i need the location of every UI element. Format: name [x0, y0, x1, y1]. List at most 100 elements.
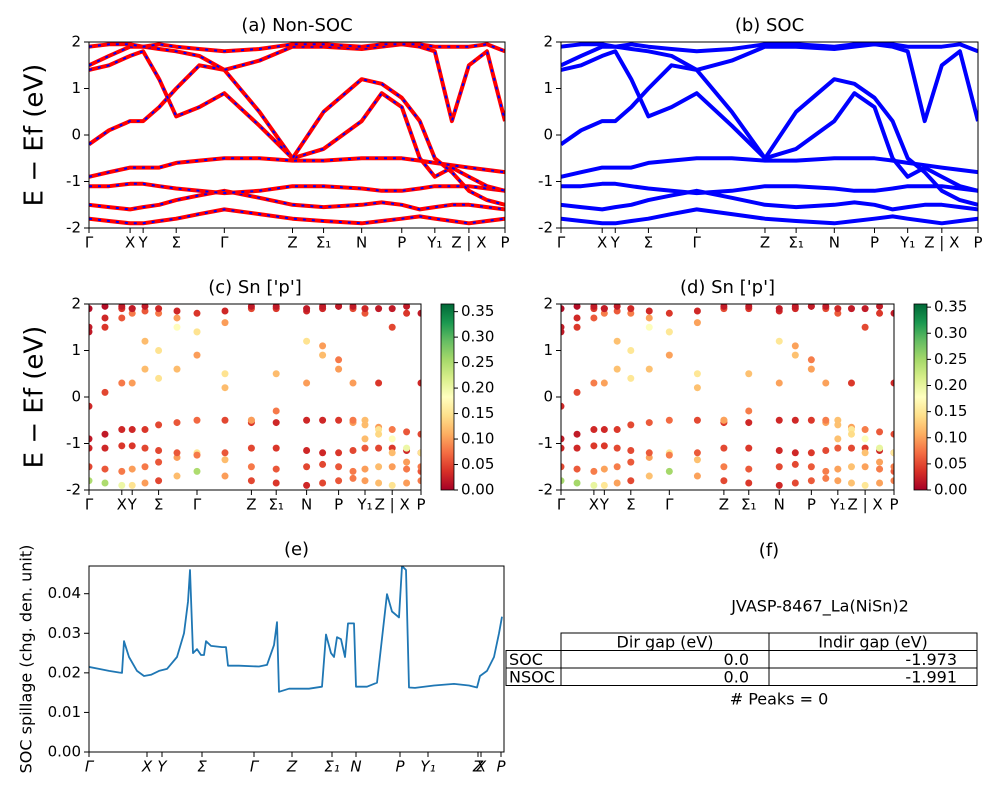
weight-point — [693, 370, 701, 378]
weight-point — [791, 342, 799, 350]
weight-point — [847, 479, 855, 487]
y-axis-label: E − Ef (eV) — [20, 326, 50, 469]
table-caption: JVASP-8467_La(NiSn)2 — [730, 597, 909, 617]
weight-point — [775, 305, 783, 313]
weight-point — [193, 416, 201, 424]
weight-point — [173, 472, 181, 480]
weight-point — [573, 444, 581, 452]
weight-point — [128, 465, 136, 473]
weight-point — [720, 463, 728, 471]
weight-point — [561, 323, 565, 331]
y-axis-label: E − Ef (eV) — [20, 64, 50, 207]
x-tick-label: Σ — [154, 496, 163, 514]
band-line — [561, 181, 978, 196]
weight-point — [590, 314, 598, 322]
weight-point — [272, 419, 280, 427]
y-tick-label: 2 — [71, 295, 81, 313]
x-tick-label: Σ₁ — [741, 496, 757, 514]
x-tick-label: Z | X — [451, 234, 486, 252]
axes-frame — [88, 565, 505, 753]
x-tick-label: Z | X — [848, 496, 883, 514]
weight-point — [155, 374, 163, 382]
weight-point — [693, 307, 701, 315]
colorbar — [440, 303, 455, 491]
weight-point — [247, 463, 255, 471]
weight-point — [388, 435, 396, 443]
weight-point — [693, 456, 701, 464]
column-header: Dir gap (eV) — [617, 632, 714, 651]
x-tick-label: X — [125, 234, 135, 252]
band-dash — [89, 182, 505, 195]
plot-area — [561, 42, 978, 226]
weight-point — [613, 444, 621, 452]
weight-point — [375, 379, 383, 387]
weight-point — [645, 449, 653, 457]
colorbar-tick-label: 0.15 — [934, 402, 967, 420]
weight-point — [272, 370, 280, 378]
weight-point — [221, 384, 229, 392]
weight-point — [847, 305, 855, 313]
weight-point — [141, 463, 149, 471]
weight-point — [600, 465, 608, 473]
weight-point — [627, 347, 635, 354]
axes-frame — [560, 41, 979, 229]
x-tick-label: X — [117, 496, 127, 514]
weight-point — [590, 426, 598, 434]
weight-point — [128, 442, 136, 450]
y-tick-label: -2 — [66, 481, 81, 499]
weight-point — [600, 305, 608, 313]
weight-point — [665, 309, 673, 317]
colorbar-tick-label: 0.35 — [934, 298, 967, 316]
weight-point — [775, 379, 783, 387]
weight-point — [193, 451, 201, 459]
weight-point — [335, 463, 343, 471]
weight-point — [876, 304, 884, 310]
weight-point — [890, 309, 894, 317]
weight-point — [645, 323, 653, 331]
weight-point — [388, 426, 396, 434]
weight-point — [627, 477, 635, 485]
y-tick-label: 2 — [543, 33, 553, 51]
weight-point — [155, 421, 163, 429]
weight-point — [561, 435, 565, 443]
weight-point — [403, 304, 411, 310]
weight-point — [349, 379, 357, 387]
weight-point — [775, 446, 783, 454]
weight-point — [303, 463, 311, 471]
band-dash — [89, 50, 505, 206]
x-tick-label: X — [141, 758, 153, 776]
x-tick-label: P — [496, 758, 506, 776]
weight-point — [335, 304, 343, 310]
weight-point — [745, 479, 753, 487]
x-tick-label: N — [356, 234, 367, 252]
x-tick-label: N — [301, 496, 312, 514]
weight-point — [573, 314, 581, 322]
y-tick-label: 0 — [71, 126, 81, 144]
weight-point — [590, 379, 598, 387]
weight-point — [745, 465, 753, 473]
plot-area — [561, 304, 894, 489]
colorbar-tick-label: 0.05 — [934, 454, 967, 472]
weight-point — [89, 463, 93, 471]
x-tick-label: Σ₁ — [324, 758, 340, 776]
weight-point — [221, 370, 229, 378]
weight-point — [693, 319, 701, 327]
weight-point — [876, 465, 884, 473]
weight-point — [221, 307, 229, 315]
x-tick-label: Z | X — [375, 496, 410, 514]
table-note: # Peaks = 0 — [730, 690, 829, 709]
weight-point — [173, 365, 181, 373]
row-label: SOC — [509, 650, 543, 669]
weight-point — [561, 444, 565, 452]
y-tick-label: 0.04 — [48, 584, 81, 602]
plot-area — [89, 42, 505, 226]
weight-point — [590, 442, 598, 450]
cell-value: 0.0 — [724, 667, 749, 686]
weight-point — [361, 305, 369, 313]
x-tick-label: Γ — [85, 758, 95, 776]
band-dash — [89, 43, 505, 53]
y-tick-label: -1 — [538, 172, 553, 190]
band-line — [89, 566, 503, 693]
y-tick-label: 0 — [71, 388, 81, 406]
weight-point — [822, 467, 830, 475]
